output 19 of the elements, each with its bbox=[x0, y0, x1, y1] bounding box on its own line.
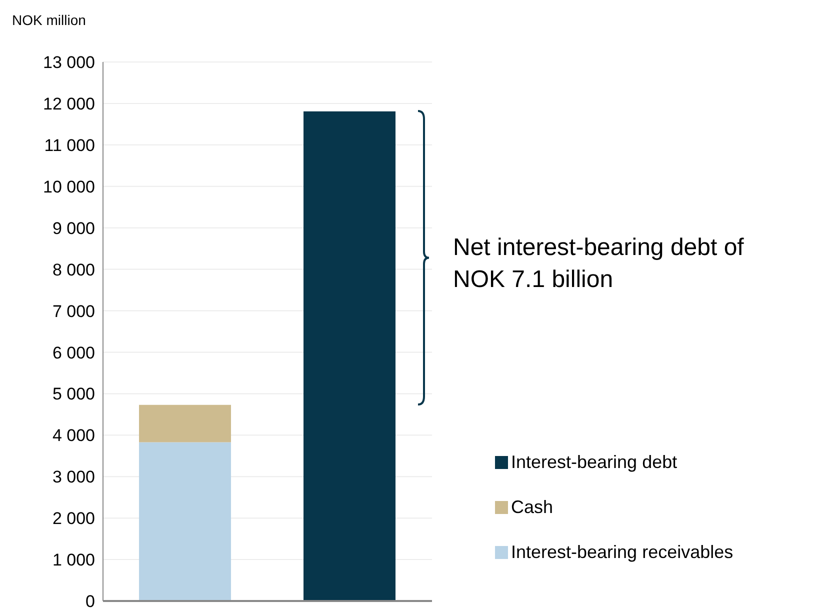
legend-label: Interest-bearing debt bbox=[511, 452, 678, 473]
y-tick-label: 5 000 bbox=[52, 384, 95, 404]
y-tick-label: 6 000 bbox=[52, 343, 95, 362]
y-tick-label: 2 000 bbox=[52, 509, 95, 528]
legend-label: Cash bbox=[511, 497, 554, 518]
y-tick-label: 8 000 bbox=[52, 260, 95, 280]
y-axis-title: NOK million bbox=[12, 12, 86, 28]
y-tick-label: 9 000 bbox=[52, 218, 95, 238]
y-tick-label: 12 000 bbox=[43, 94, 95, 114]
y-tick-label: 10 000 bbox=[43, 177, 95, 196]
y-tick-label: 4 000 bbox=[52, 426, 95, 446]
y-tick-label: 3 000 bbox=[52, 468, 95, 487]
y-tick-label: 13 000 bbox=[43, 53, 95, 72]
y-tick-label: 11 000 bbox=[44, 136, 95, 155]
text: Net interest-bearing debt of NOK 7.1 billion bbox=[453, 233, 745, 295]
y-tick-label: 1 000 bbox=[52, 550, 95, 570]
y-tick-label: 7 000 bbox=[52, 302, 95, 321]
legend-label: Interest-bearing receivables bbox=[511, 542, 734, 563]
y-tick-label: 0 bbox=[86, 592, 95, 611]
